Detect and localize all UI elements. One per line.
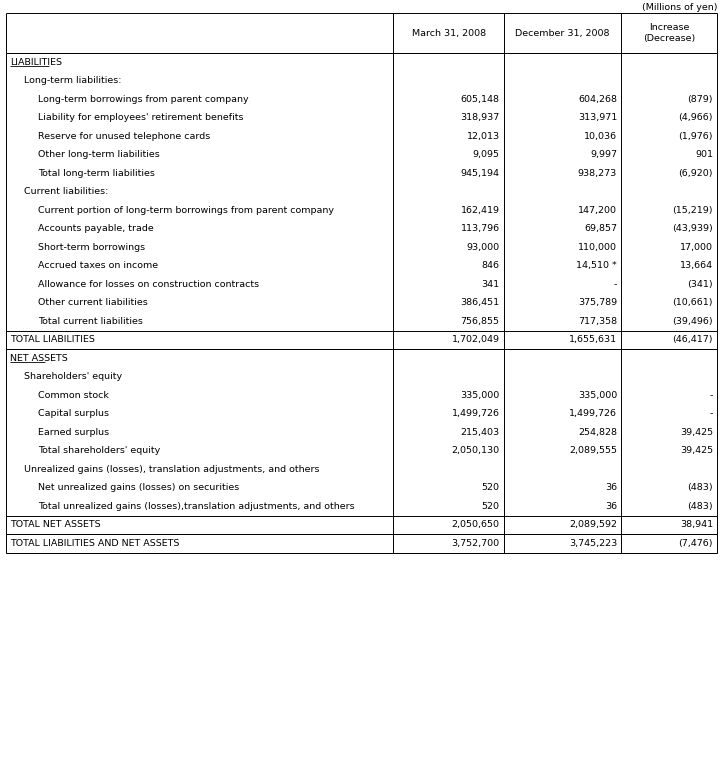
Text: -: - (710, 391, 713, 400)
Text: (10,661): (10,661) (672, 298, 713, 308)
Text: 313,971: 313,971 (578, 113, 617, 122)
Text: Unrealized gains (losses), translation adjustments, and others: Unrealized gains (losses), translation a… (24, 465, 320, 474)
Text: Total long-term liabilities: Total long-term liabilities (38, 169, 155, 177)
Text: (43,939): (43,939) (672, 224, 713, 233)
Text: -: - (614, 280, 617, 288)
Text: 110,000: 110,000 (578, 243, 617, 252)
Text: TOTAL LIABILITIES AND NET ASSETS: TOTAL LIABILITIES AND NET ASSETS (10, 539, 179, 548)
Text: -: - (710, 409, 713, 418)
Text: 162,419: 162,419 (461, 206, 500, 215)
Text: Increase
(Decrease): Increase (Decrease) (643, 23, 695, 43)
Text: (15,219): (15,219) (672, 206, 713, 215)
Text: 147,200: 147,200 (578, 206, 617, 215)
Text: December 31, 2008: December 31, 2008 (515, 28, 609, 37)
Text: 93,000: 93,000 (466, 243, 500, 252)
Text: 14,510 *: 14,510 * (576, 262, 617, 270)
Text: Accounts payable, trade: Accounts payable, trade (38, 224, 154, 233)
Text: (483): (483) (688, 483, 713, 492)
Text: 2,050,130: 2,050,130 (452, 446, 500, 455)
Text: 335,000: 335,000 (461, 391, 500, 400)
Text: 69,857: 69,857 (584, 224, 617, 233)
Text: Earned surplus: Earned surplus (38, 428, 109, 437)
Text: (341): (341) (688, 280, 713, 288)
Text: (879): (879) (688, 95, 713, 104)
Text: 945,194: 945,194 (461, 169, 500, 177)
Text: 846: 846 (482, 262, 500, 270)
Text: 9,095: 9,095 (473, 150, 500, 159)
Text: 215,403: 215,403 (461, 428, 500, 437)
Text: Allowance for losses on construction contracts: Allowance for losses on construction con… (38, 280, 259, 288)
Text: 1,499,726: 1,499,726 (452, 409, 500, 418)
Text: 39,425: 39,425 (680, 446, 713, 455)
Text: 17,000: 17,000 (680, 243, 713, 252)
Text: 254,828: 254,828 (578, 428, 617, 437)
Text: (7,476): (7,476) (678, 539, 713, 548)
Text: Total unrealized gains (losses),translation adjustments, and others: Total unrealized gains (losses),translat… (38, 502, 354, 511)
Text: Other long-term liabilities: Other long-term liabilities (38, 150, 160, 159)
Text: 520: 520 (482, 502, 500, 511)
Text: March 31, 2008: March 31, 2008 (411, 28, 486, 37)
Text: 605,148: 605,148 (461, 95, 500, 104)
Text: Long-term liabilities:: Long-term liabilities: (24, 76, 121, 85)
Text: Shareholders' equity: Shareholders' equity (24, 373, 122, 381)
Text: Net unrealized gains (losses) on securities: Net unrealized gains (losses) on securit… (38, 483, 239, 492)
Text: 113,796: 113,796 (461, 224, 500, 233)
Text: 901: 901 (695, 150, 713, 159)
Text: Accrued taxes on income: Accrued taxes on income (38, 262, 158, 270)
Text: (1,976): (1,976) (678, 132, 713, 141)
Text: 1,702,049: 1,702,049 (452, 335, 500, 344)
Text: 318,937: 318,937 (461, 113, 500, 122)
Text: 38,941: 38,941 (680, 520, 713, 529)
Text: 36: 36 (605, 502, 617, 511)
Text: Common stock: Common stock (38, 391, 109, 400)
Text: 520: 520 (482, 483, 500, 492)
Text: 3,745,223: 3,745,223 (569, 539, 617, 548)
Text: 36: 36 (605, 483, 617, 492)
Text: (39,496): (39,496) (672, 317, 713, 326)
Text: Total shareholders' equity: Total shareholders' equity (38, 446, 161, 455)
Text: 2,089,555: 2,089,555 (569, 446, 617, 455)
Text: Short-term borrowings: Short-term borrowings (38, 243, 145, 252)
Text: 1,655,631: 1,655,631 (569, 335, 617, 344)
Text: Long-term borrowings from parent company: Long-term borrowings from parent company (38, 95, 249, 104)
Text: (46,417): (46,417) (672, 335, 713, 344)
Text: 12,013: 12,013 (466, 132, 500, 141)
Text: Current portion of long-term borrowings from parent company: Current portion of long-term borrowings … (38, 206, 334, 215)
Text: 2,050,650: 2,050,650 (452, 520, 500, 529)
Text: Reserve for unused telephone cards: Reserve for unused telephone cards (38, 132, 210, 141)
Text: 375,789: 375,789 (578, 298, 617, 308)
Text: TOTAL LIABILITIES: TOTAL LIABILITIES (10, 335, 95, 344)
Text: Liability for employees' retirement benefits: Liability for employees' retirement bene… (38, 113, 244, 122)
Text: 9,997: 9,997 (590, 150, 617, 159)
Text: 39,425: 39,425 (680, 428, 713, 437)
Text: 938,273: 938,273 (578, 169, 617, 177)
Text: TOTAL NET ASSETS: TOTAL NET ASSETS (10, 520, 100, 529)
Text: (4,966): (4,966) (678, 113, 713, 122)
Text: 2,089,592: 2,089,592 (569, 520, 617, 529)
Text: 1,499,726: 1,499,726 (569, 409, 617, 418)
Text: (483): (483) (688, 502, 713, 511)
Text: 717,358: 717,358 (578, 317, 617, 326)
Text: 756,855: 756,855 (461, 317, 500, 326)
Text: Other current liabilities: Other current liabilities (38, 298, 147, 308)
Text: LIABILITIES: LIABILITIES (10, 57, 62, 67)
Text: (Millions of yen): (Millions of yen) (641, 3, 717, 12)
Text: 386,451: 386,451 (461, 298, 500, 308)
Text: 341: 341 (482, 280, 500, 288)
Text: Capital surplus: Capital surplus (38, 409, 109, 418)
Text: 335,000: 335,000 (578, 391, 617, 400)
Text: Current liabilities:: Current liabilities: (24, 187, 108, 197)
Text: 604,268: 604,268 (578, 95, 617, 104)
Text: NET ASSETS: NET ASSETS (10, 353, 68, 363)
Text: 10,036: 10,036 (584, 132, 617, 141)
Text: 13,664: 13,664 (680, 262, 713, 270)
Text: 3,752,700: 3,752,700 (452, 539, 500, 548)
Text: (6,920): (6,920) (678, 169, 713, 177)
Text: Total current liabilities: Total current liabilities (38, 317, 143, 326)
